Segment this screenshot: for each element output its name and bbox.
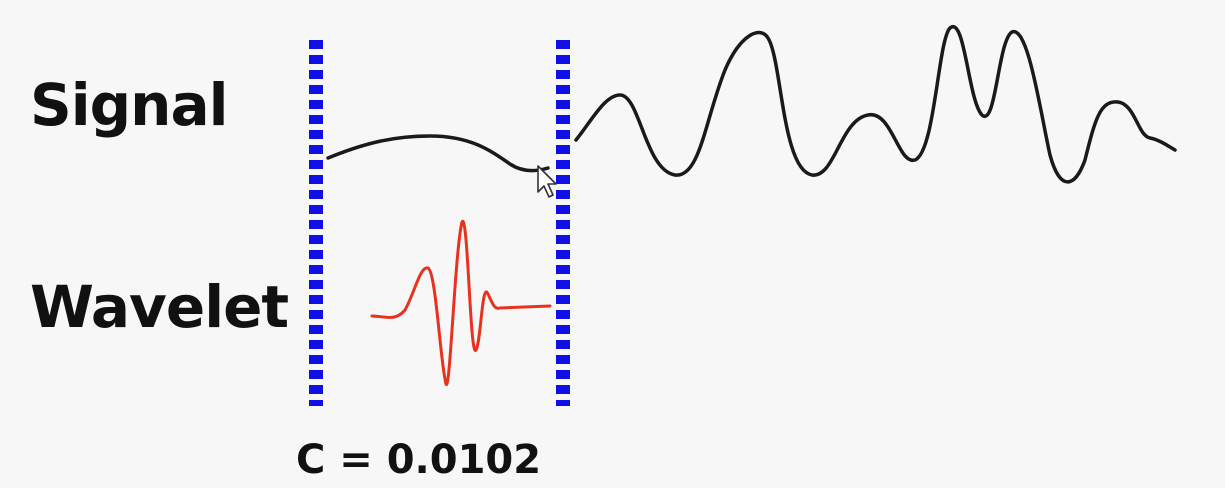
- signal-outside-window: [574, 24, 1177, 184]
- coefficient-readout: C = 0.0102: [296, 437, 542, 483]
- mouse-cursor-icon: [537, 165, 557, 198]
- wavelet-curve: [370, 220, 552, 386]
- wavelet-label: Wavelet: [30, 273, 289, 341]
- signal-inside-window: [326, 134, 550, 173]
- signal-label: Signal: [30, 71, 228, 139]
